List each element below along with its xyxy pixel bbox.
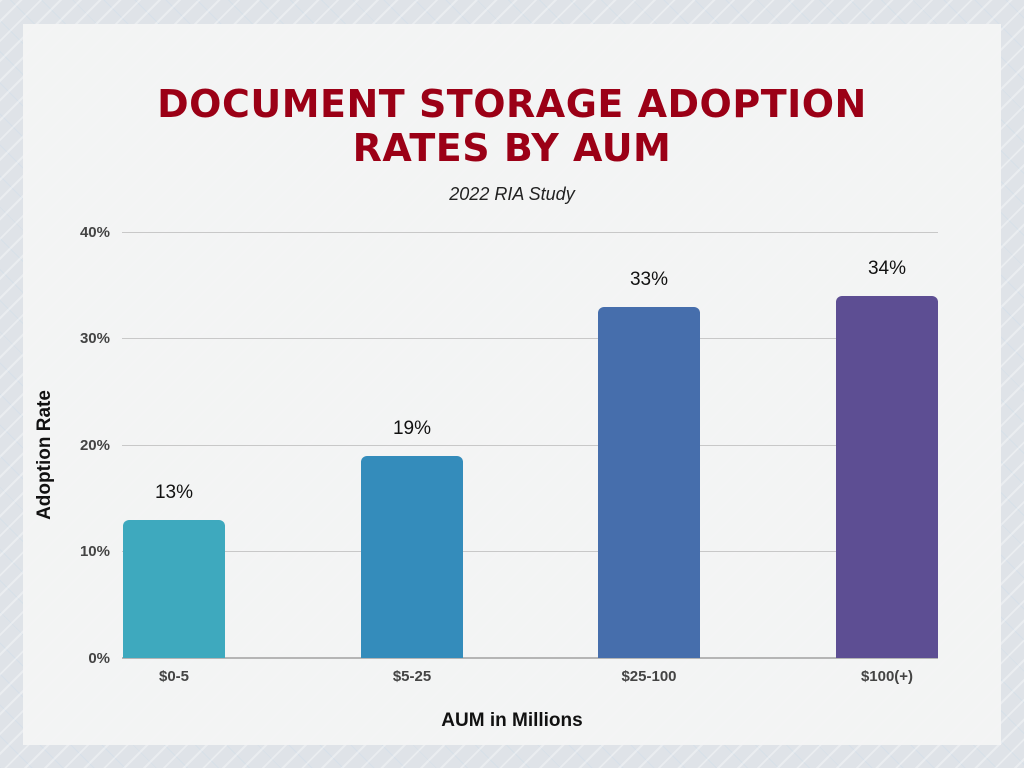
y-tick-10: 10%: [79, 543, 110, 560]
chart-title: DOCUMENT STORAGE ADOPTION RATES BY AUM: [0, 82, 1024, 170]
x-axis-label: AUM in Millions: [441, 710, 583, 731]
bar-value-label: 34%: [867, 257, 907, 279]
gridline-10: [122, 551, 938, 552]
bar-1: [361, 455, 463, 658]
x-tick-label: $0-5: [158, 668, 190, 685]
gridline-40: [122, 232, 938, 233]
bar-value-label: 33%: [629, 268, 669, 290]
bar-2: [598, 306, 700, 658]
x-axis-baseline: [122, 657, 938, 659]
y-tick-30: 30%: [79, 330, 110, 347]
chart-title-line-2: RATES BY AUM: [352, 126, 672, 170]
bar-3: [836, 295, 938, 658]
y-tick-40: 40%: [79, 224, 110, 241]
x-tick-label: $25-100: [621, 668, 677, 685]
bar-value-label: 13%: [154, 481, 194, 503]
chart-title-line-1: DOCUMENT STORAGE ADOPTION: [157, 82, 867, 126]
x-tick-label: $100(+): [860, 668, 914, 685]
gridline-30: [122, 338, 938, 339]
gridline-20: [122, 445, 938, 446]
bar-0: [123, 519, 225, 658]
y-tick-20: 20%: [79, 437, 110, 454]
bar-value-label: 19%: [392, 417, 432, 439]
chart-subtitle: 2022 RIA Study: [449, 184, 575, 204]
y-axis-label: Adoption Rate: [34, 390, 55, 520]
x-tick-label: $5-25: [392, 668, 432, 685]
y-tick-0: 0%: [88, 650, 110, 667]
